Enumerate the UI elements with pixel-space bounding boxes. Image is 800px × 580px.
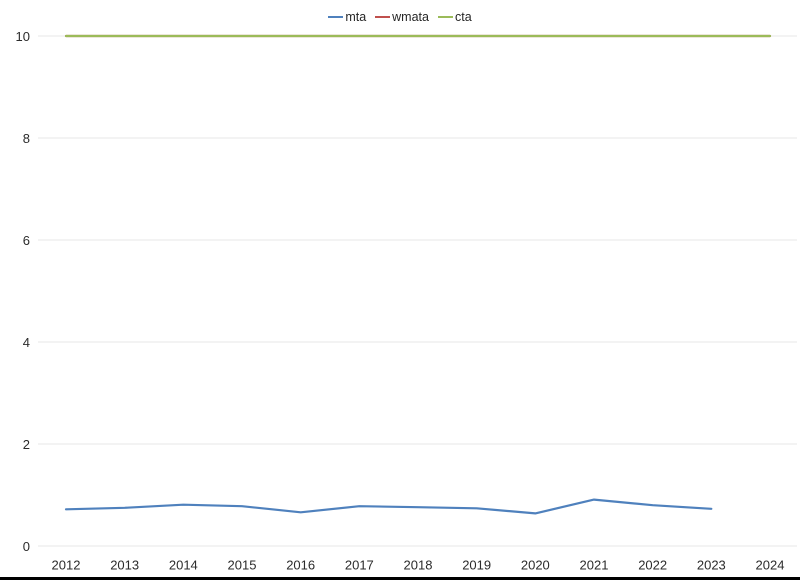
x-tick-label-2013: 2013 [110,558,139,573]
x-tick-label-2023: 2023 [697,558,726,573]
legend-item-wmata: wmata [375,11,429,24]
legend-item-cta: cta [437,10,472,24]
x-tick-label-2012: 2012 [52,558,81,573]
x-tick-label-2017: 2017 [345,558,374,573]
legend-label-cta: cta [454,10,472,24]
x-tick-label-2016: 2016 [286,558,315,573]
y-tick-label-6: 6 [23,233,30,248]
x-tick-label-2022: 2022 [638,558,667,573]
x-tick-label-2021: 2021 [580,558,609,573]
legend-dash-mta-icon [328,16,344,19]
x-tick-label-2024: 2024 [756,558,785,573]
y-tick-label-2: 2 [23,437,30,452]
x-tick-label-2015: 2015 [228,558,257,573]
y-tick-label-0: 0 [23,539,30,554]
legend-item-mta: mta [328,11,366,24]
chart-legend: mta wmata cta [0,11,800,24]
legend-dash-cta-icon [437,16,453,19]
legend-label-wmata: wmata [392,10,429,24]
y-tick-label-8: 8 [23,131,30,146]
series-line-mta [64,498,713,515]
y-tick-label-10: 10 [16,29,30,44]
x-tick-label-2018: 2018 [404,558,433,573]
legend-label-mta: mta [345,10,367,24]
x-tick-label-2014: 2014 [169,558,198,573]
y-tick-label-4: 4 [23,335,30,350]
x-tick-label-2019: 2019 [462,558,491,573]
x-tick-label-2020: 2020 [521,558,550,573]
window-bottom-edge [0,577,800,580]
legend-dash-wmata-icon [375,16,391,19]
